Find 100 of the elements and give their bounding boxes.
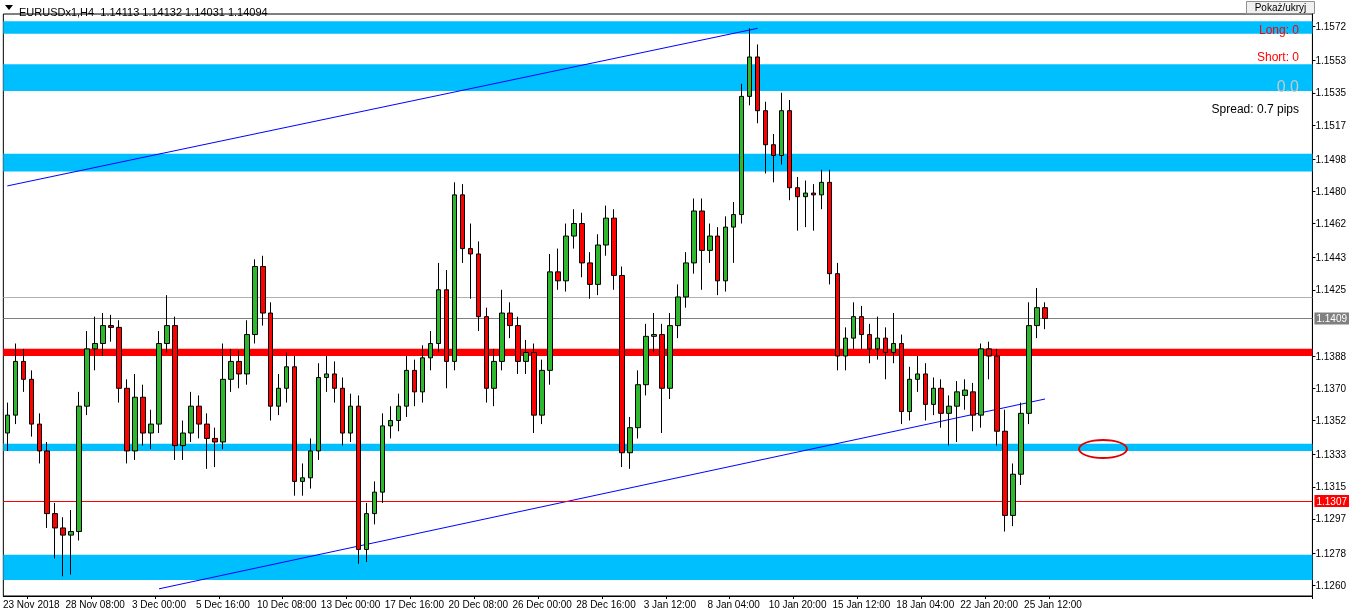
x-tick-label: 10 Dec 08:00 [256,598,317,610]
ref-line-label: 1.1409 [1316,312,1348,324]
candlestick [5,402,10,452]
candlestick [108,314,114,343]
ref-line-label: 1.1307 [1316,495,1348,507]
candlestick [643,323,649,396]
text: Pokaż/ukryj [1254,2,1307,13]
candlestick [731,201,736,264]
candlestick [915,355,920,393]
candlestick [891,312,896,364]
candlestick [468,223,473,300]
candlestick [946,394,952,447]
candlestick [962,378,968,411]
annotation: Short: 0 [1256,50,1300,64]
x-tick-label: 20 Dec 08:00 [448,598,509,610]
candlestick [388,405,393,439]
x-tick-label: 26 Dec 00:00 [512,598,573,610]
candlestick [284,351,289,404]
y-tick-label: 1.1278 [1315,547,1347,559]
candlestick [476,240,481,332]
candlestick [523,339,529,375]
candlestick [212,427,218,468]
candlestick [300,462,305,497]
candlestick [907,366,912,421]
annotation: Long: 0 [1258,23,1300,37]
candlestick [260,255,266,327]
candlestick [547,253,553,386]
candlestick [707,223,713,264]
candlestick [739,83,744,225]
candlestick [324,355,329,393]
y-tick-label: 1.1388 [1315,350,1347,362]
candlestick [364,502,369,563]
candlestick [13,343,18,425]
y-tick-label: 1.1517 [1315,119,1347,131]
candlestick [380,412,385,504]
candlestick [276,373,281,416]
candlestick [348,393,353,443]
candlestick [140,384,146,447]
candlestick [763,101,768,174]
candlestick [396,393,401,432]
x-tick-label: 28 Dec 16:00 [576,598,637,610]
candlestick [1042,301,1048,330]
candlestick [404,355,409,418]
candlestick [84,330,90,416]
candlestick [148,409,154,450]
candlestick [579,212,585,278]
candlestick [683,251,689,309]
y-tick-label: 1.1315 [1315,481,1347,493]
candlestick [76,391,82,541]
x-tick-label: 28 Nov 08:00 [65,598,126,610]
candlestick [37,412,42,464]
candlestick [699,197,705,291]
candlestick [787,99,792,201]
candlestick [563,223,569,293]
candlestick [635,369,641,439]
candlestick [68,509,74,576]
candlestick [60,516,66,577]
candlestick [571,208,577,250]
x-tick-label: 10 Jan 20:00 [768,598,827,610]
candlestick [667,312,673,400]
candlestick [851,301,856,350]
x-tick-label: 13 Dec 00:00 [320,598,381,610]
candlestick [164,294,170,353]
candlestick [1026,301,1032,425]
candlestick [1018,402,1024,486]
y-tick-label: 1.1370 [1315,382,1347,394]
candlestick [420,344,425,404]
candlestick [452,181,457,371]
candlestick [188,391,194,443]
candlestick [539,359,545,425]
y-tick-label: 1.1443 [1315,252,1347,264]
candlestick [771,133,776,183]
y-tick-label: 1.1297 [1315,513,1347,525]
y-tick-label: 1.1260 [1315,579,1347,591]
candlestick [308,437,313,490]
x-tick-label: 15 Jan 12:00 [832,598,891,610]
candlestick [372,480,377,525]
x-tick-label: 23 Nov 2018 [2,598,61,610]
candlestick [228,348,234,393]
y-tick-label: 1.1498 [1315,153,1347,165]
annotation: 0.0 [1276,77,1300,95]
candlestick [811,183,816,232]
candlestick [428,330,433,371]
x-tick-label: 25 Jan 12:00 [1024,598,1083,610]
candlestick [499,289,505,371]
candlestick [819,169,824,210]
candlestick [938,378,944,429]
candlestick [970,382,976,432]
y-tick-label: 1.1535 [1315,87,1347,99]
candlestick [627,416,633,470]
candlestick [954,380,960,443]
y-tick-label: 1.1462 [1315,218,1347,230]
y-tick-label: 1.1572 [1315,21,1347,33]
x-tick-label: 8 Jan 04:00 [707,598,761,610]
candlestick [316,362,321,461]
candlestick [587,251,593,300]
candlestick [100,312,106,357]
candlestick [923,362,928,421]
candlestick [491,348,497,407]
x-tick-label: 5 Dec 16:00 [195,598,251,610]
